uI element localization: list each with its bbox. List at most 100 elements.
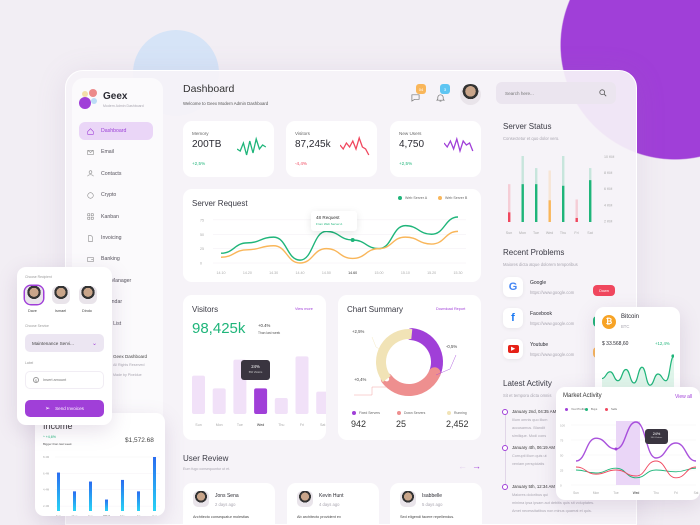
recipient-avatar-dave[interactable] (25, 286, 43, 304)
review-card[interactable]: Isabbelle 5 days ago Sed eligendi facere r… (390, 483, 482, 525)
stat-value: 4,750 (399, 139, 425, 150)
visitors-bar (254, 388, 268, 414)
review-next-arrow-icon[interactable]: → (472, 461, 481, 471)
market-view-all-link[interactable]: View all (675, 394, 693, 400)
service-select[interactable]: Maintenance Servi... ⌄ (25, 334, 104, 352)
stat-change: -4,4% (295, 161, 308, 166)
search-icon[interactable] (599, 89, 607, 97)
sidebar-item-email[interactable]: Email (79, 143, 153, 161)
stat-card-memory: Memory 200TB +2,5% (183, 121, 274, 177)
recipient-name: Dave (28, 309, 37, 313)
activity-date: January 2nd, 04:35 AM (512, 409, 557, 414)
x-tick-label: Thu (653, 491, 659, 495)
server-status-bar (575, 217, 578, 222)
x-tick-label: 15.30 (454, 271, 463, 275)
bitcoin-line (602, 355, 674, 386)
x-tick-label: 14.30 (269, 271, 278, 275)
activity-text: Amet necessitatibus non minus quaerat et… (512, 509, 592, 513)
visitors-tooltip: 24% 560 Visitors (241, 360, 270, 380)
send-invoices-button[interactable]: ➢ Send Invoices (25, 400, 104, 417)
activity-text: accusamus. Blandit (512, 426, 545, 430)
latest-activity-subtitle: Sit et tempora dicta omnis (503, 393, 552, 398)
x-tick-label: 15.20 (427, 271, 436, 275)
service-label: Choose Service (25, 324, 49, 328)
review-time: 4 days ago (319, 502, 340, 507)
search-input[interactable] (505, 90, 599, 96)
activity-text: veniam perspiciatis (512, 462, 545, 466)
income-bar (57, 472, 60, 511)
visitors-bar-chart: Sun Mon Tue Wed Thu Fri Sat (192, 356, 326, 427)
bitcoin-last-point (671, 354, 674, 358)
x-tick-label: Fri (137, 514, 141, 516)
review-text: Sed eligendi facere repellendus. (400, 515, 455, 519)
sidebar-item-invoicing[interactable]: Invoicing (79, 229, 153, 247)
user-avatar[interactable] (460, 84, 481, 105)
y-tick-label: 75 (200, 218, 204, 222)
y-tick-label: 8 KM (604, 171, 612, 175)
y-tick-label: 4 KM (604, 203, 612, 207)
income-bar (121, 479, 124, 511)
y-tick-label: 8.4M (43, 455, 50, 459)
problem-status-button[interactable]: Down (593, 285, 615, 296)
visitors-view-more-link[interactable]: View more (295, 307, 313, 311)
y-tick-label: 0 (200, 262, 202, 266)
sidebar-item-kanban[interactable]: Kanban (79, 208, 153, 226)
youtube-icon: ▶ (503, 339, 523, 359)
legend-down-servers: Down Servers (397, 411, 425, 416)
download-report-link[interactable]: Download Report (436, 307, 466, 311)
problem-url: https://www.google.com (530, 321, 575, 326)
wallet-icon (87, 257, 94, 262)
donut-annotation-running: +2,5% (352, 329, 365, 334)
income-bar-chart: 8.4M 6.4M 4.4M 2.4M Sun Mon Tue Wed Thu Fri Sat (43, 455, 160, 516)
review-time: 2 days ago (215, 502, 236, 507)
x-tick-label: Sun (506, 231, 512, 235)
activity-date: January 4th, 06:19 AM (512, 445, 555, 450)
x-tick-label: Tue (613, 491, 619, 495)
server-status-bar (562, 185, 565, 222)
x-tick-label: Thu (278, 423, 284, 427)
stat-change: +2,5% (192, 161, 206, 166)
review-card[interactable]: Kevin Hunt 4 days ago Ab architecto provid… (287, 483, 379, 525)
income-bar (105, 499, 108, 511)
donut-slice-down-servers (380, 367, 441, 396)
income-title: Income (43, 421, 73, 431)
stat-card-new-users: New Users 4,750 +2,5% (390, 121, 481, 177)
recipient-avatar-ismael[interactable] (52, 286, 70, 304)
recipient-name: Ismael (55, 309, 67, 313)
x-tick-label: Wed (103, 514, 109, 516)
messages-button[interactable] (411, 89, 420, 107)
x-tick-label: Mon (519, 231, 526, 235)
y-tick-label: 100 (560, 424, 565, 428)
review-card[interactable]: Jons Sena 2 days ago Architecto consequatu… (183, 483, 275, 525)
y-tick-label: 75 (560, 439, 564, 443)
recipient-avatar-dindo[interactable] (79, 286, 97, 304)
latest-activity-title: Latest Activity (503, 379, 552, 388)
y-tick-label: 25 (200, 247, 204, 251)
reviewer-avatar (193, 491, 209, 507)
summary-value: 942 (351, 419, 367, 429)
recent-problems-subtitle: Maiores dicta atque dolorem temporibus (503, 262, 578, 267)
donut-annotation-down: +0,4% (354, 377, 367, 382)
amount-input[interactable] (43, 378, 93, 382)
stat-value: 200TB (192, 139, 222, 150)
sidebar-item-banking[interactable]: Banking (79, 250, 153, 268)
sidebar-item-crypto[interactable]: Crypto (79, 186, 153, 204)
y-tick-label: 6 KM (604, 187, 612, 191)
y-tick-label: 50 (200, 233, 204, 237)
review-prev-arrow-icon[interactable]: ← (458, 461, 467, 471)
bitcoin-name: Bitcoin (621, 314, 640, 320)
bitcoin-price: $ 33.568,60 (602, 341, 629, 347)
sidebar-item-contacts[interactable]: Contacts (79, 165, 153, 183)
x-tick-label: 14.40 (296, 271, 305, 275)
server-status-bar-bg (508, 184, 511, 222)
x-tick-label: Sat (320, 423, 325, 427)
activity-text: similique. Modi cons (512, 434, 547, 438)
server-status-bar (548, 200, 551, 222)
sidebar-item-dashboard[interactable]: Dashboard (79, 122, 153, 140)
annotation-line (354, 386, 390, 396)
bitcoin-change: +12,4% (655, 341, 670, 346)
search-bar[interactable] (496, 82, 616, 104)
amount-field[interactable]: $ (25, 371, 104, 389)
notifications-button[interactable] (436, 89, 445, 107)
income-bar (73, 491, 76, 511)
